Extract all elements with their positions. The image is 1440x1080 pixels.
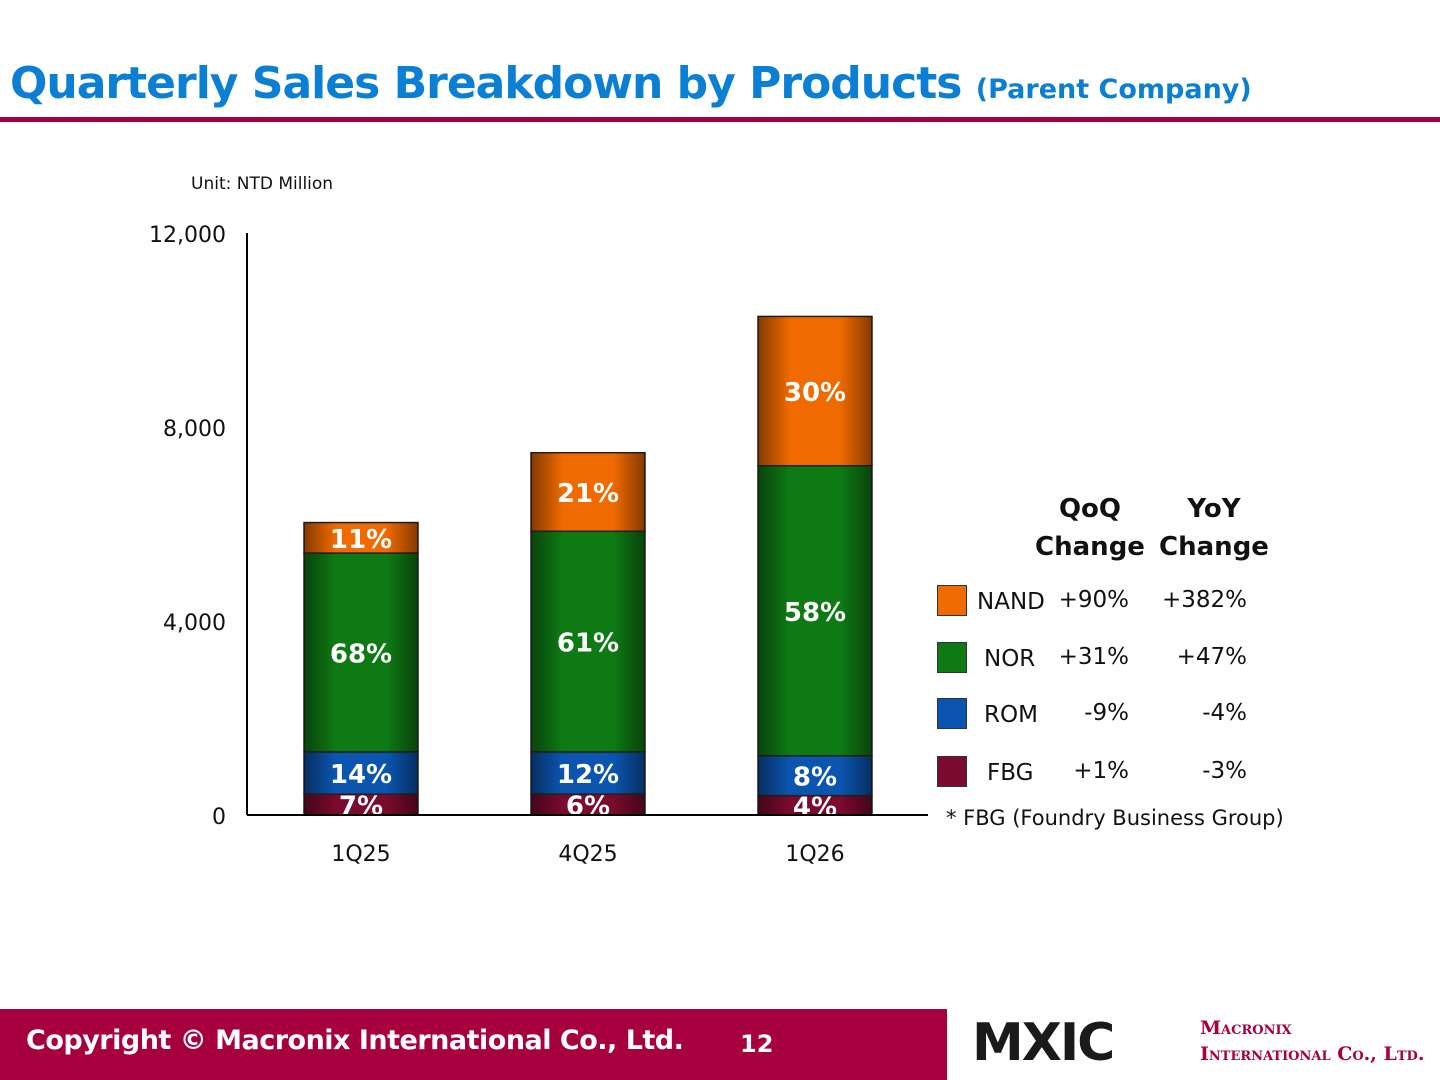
data-label-nor-1q25: 68% [330, 640, 392, 670]
logo-mark-text: MXIC [972, 1016, 1113, 1066]
data-label-fbg-1q26: 4% [793, 792, 837, 822]
yoy-header: YoY Change [1150, 490, 1278, 566]
x-tick-label: 1Q25 [331, 842, 390, 867]
legend-yoy: +382% [1137, 587, 1247, 613]
fbg-footnote: * FBG (Foundry Business Group) [946, 806, 1284, 830]
data-label-nand-1q25: 11% [330, 525, 392, 555]
qoq-header-line2: Change [1030, 528, 1150, 566]
data-label-fbg-1q25: 7% [339, 792, 383, 822]
legend-row-nand: NAND +90% +382% [937, 585, 1277, 617]
legend-row-fbg: FBG +1% -3% [937, 756, 1277, 788]
y-tick-label: 12,000 [149, 223, 226, 248]
legend-yoy: +47% [1137, 644, 1247, 670]
data-label-fbg-4q25: 6% [566, 792, 610, 822]
legend-name: ROM [984, 702, 1038, 728]
legend-swatch-nor [937, 642, 967, 673]
mxic-logo-icon: MXIC [970, 1016, 1165, 1066]
y-tick-label: 0 [212, 805, 226, 830]
data-label-nor-4q25: 61% [557, 629, 619, 659]
legend-qoq: +90% [1039, 587, 1129, 613]
logo-line1: Macronix [1200, 1015, 1424, 1041]
page-number: 12 [740, 1030, 773, 1058]
x-tick-label: 1Q26 [785, 842, 844, 867]
qoq-header: QoQ Change [1030, 490, 1150, 566]
legend-swatch-rom [937, 698, 967, 729]
data-label-rom-1q26: 8% [793, 763, 837, 793]
y-tick-label: 4,000 [163, 611, 226, 636]
logo-line2: International Co., Ltd. [1200, 1041, 1424, 1067]
legend-swatch-nand [937, 585, 967, 616]
legend-row-rom: ROM -9% -4% [937, 698, 1277, 730]
data-label-nor-1q26: 58% [784, 598, 846, 628]
data-label-nand-1q26: 30% [784, 378, 846, 408]
legend-yoy: -3% [1137, 758, 1247, 784]
legend-qoq: +31% [1039, 644, 1129, 670]
legend-yoy: -4% [1137, 700, 1247, 726]
legend-swatch-fbg [937, 756, 967, 787]
y-tick-label: 8,000 [163, 417, 226, 442]
legend-name: NOR [984, 646, 1035, 672]
yoy-header-line1: YoY [1150, 490, 1278, 528]
legend-name: FBG [987, 760, 1033, 786]
company-logo-text: Macronix International Co., Ltd. [1200, 1015, 1424, 1067]
data-label-rom-4q25: 12% [557, 760, 619, 790]
data-label-nand-4q25: 21% [557, 479, 619, 509]
yoy-header-line2: Change [1150, 528, 1278, 566]
legend-row-nor: NOR +31% +47% [937, 642, 1277, 674]
data-label-rom-1q25: 14% [330, 760, 392, 790]
legend-qoq: -9% [1039, 700, 1129, 726]
legend-name: NAND [977, 589, 1045, 615]
qoq-header-line1: QoQ [1030, 490, 1150, 528]
footer-copyright: Copyright © Macronix International Co., … [26, 1025, 683, 1056]
x-tick-label: 4Q25 [558, 842, 617, 867]
legend-qoq: +1% [1039, 758, 1129, 784]
